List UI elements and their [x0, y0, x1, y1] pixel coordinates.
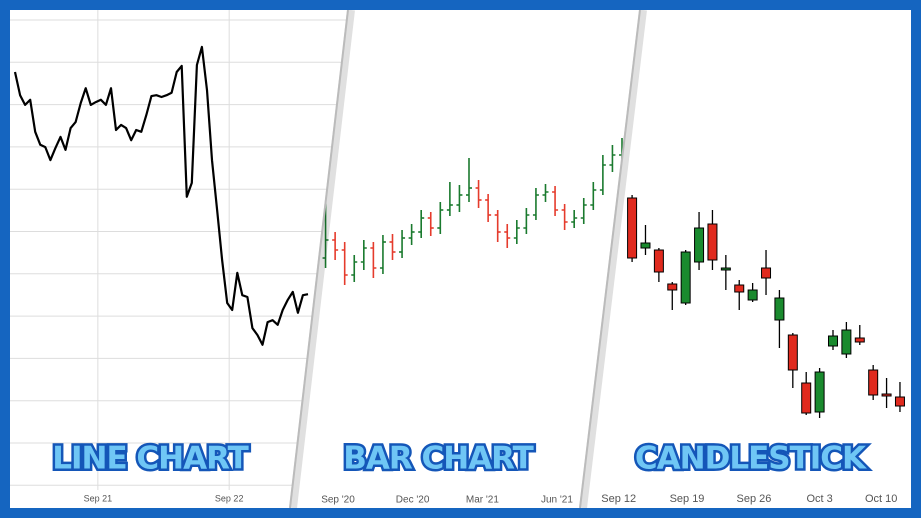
candle-body [787, 334, 798, 371]
candle-body [774, 297, 785, 321]
candle-body [827, 335, 838, 347]
candle-body [814, 371, 825, 413]
candle-body [667, 283, 678, 291]
candle-body [653, 249, 664, 273]
x-tick-label: Oct 10 [865, 493, 897, 505]
candle-body [868, 369, 879, 396]
x-tick-label: Dec '20 [396, 495, 430, 506]
x-tick-label: Sep 19 [670, 493, 705, 505]
panel-title: LINE CHART [52, 441, 248, 477]
x-tick-label: Oct 3 [806, 493, 832, 505]
divider [289, 9, 349, 509]
candle-body [680, 251, 691, 304]
dividers [289, 9, 647, 509]
candle-body [894, 396, 905, 407]
candlestick-panel: Sep 12 Sep 19 Sep 26 Oct 3 Oct 10 [601, 195, 905, 505]
x-tick-label: Jun '21 [541, 495, 573, 506]
panel-title: CANDLESTICK [635, 441, 867, 477]
candle-body [841, 329, 852, 355]
panel-title: BAR CHART [343, 441, 533, 477]
divider-shadow [289, 9, 355, 509]
candle-body [801, 382, 812, 414]
candle-body [694, 227, 705, 263]
titles: LINE CHART BAR CHART CANDLESTICK [50, 438, 871, 479]
candle-body [720, 267, 731, 271]
candle-body [747, 289, 758, 301]
candle-body [881, 393, 892, 397]
x-tick-label: Mar '21 [466, 495, 499, 506]
x-tick-label: Sep 12 [601, 493, 636, 505]
x-tick-label: Sep '20 [321, 495, 355, 506]
candle-body [761, 267, 772, 279]
line [13, 45, 309, 346]
x-tick-label: Sep 22 [215, 493, 244, 503]
candle-body [854, 337, 865, 343]
x-tick-label: Sep 26 [737, 493, 772, 505]
candle-body [640, 242, 651, 249]
candle-body [707, 223, 718, 261]
candle-body [734, 284, 745, 293]
divider-shadow [579, 9, 647, 509]
x-tick-label: Sep 21 [84, 493, 113, 503]
candle-body [627, 197, 638, 259]
divider [579, 9, 641, 509]
